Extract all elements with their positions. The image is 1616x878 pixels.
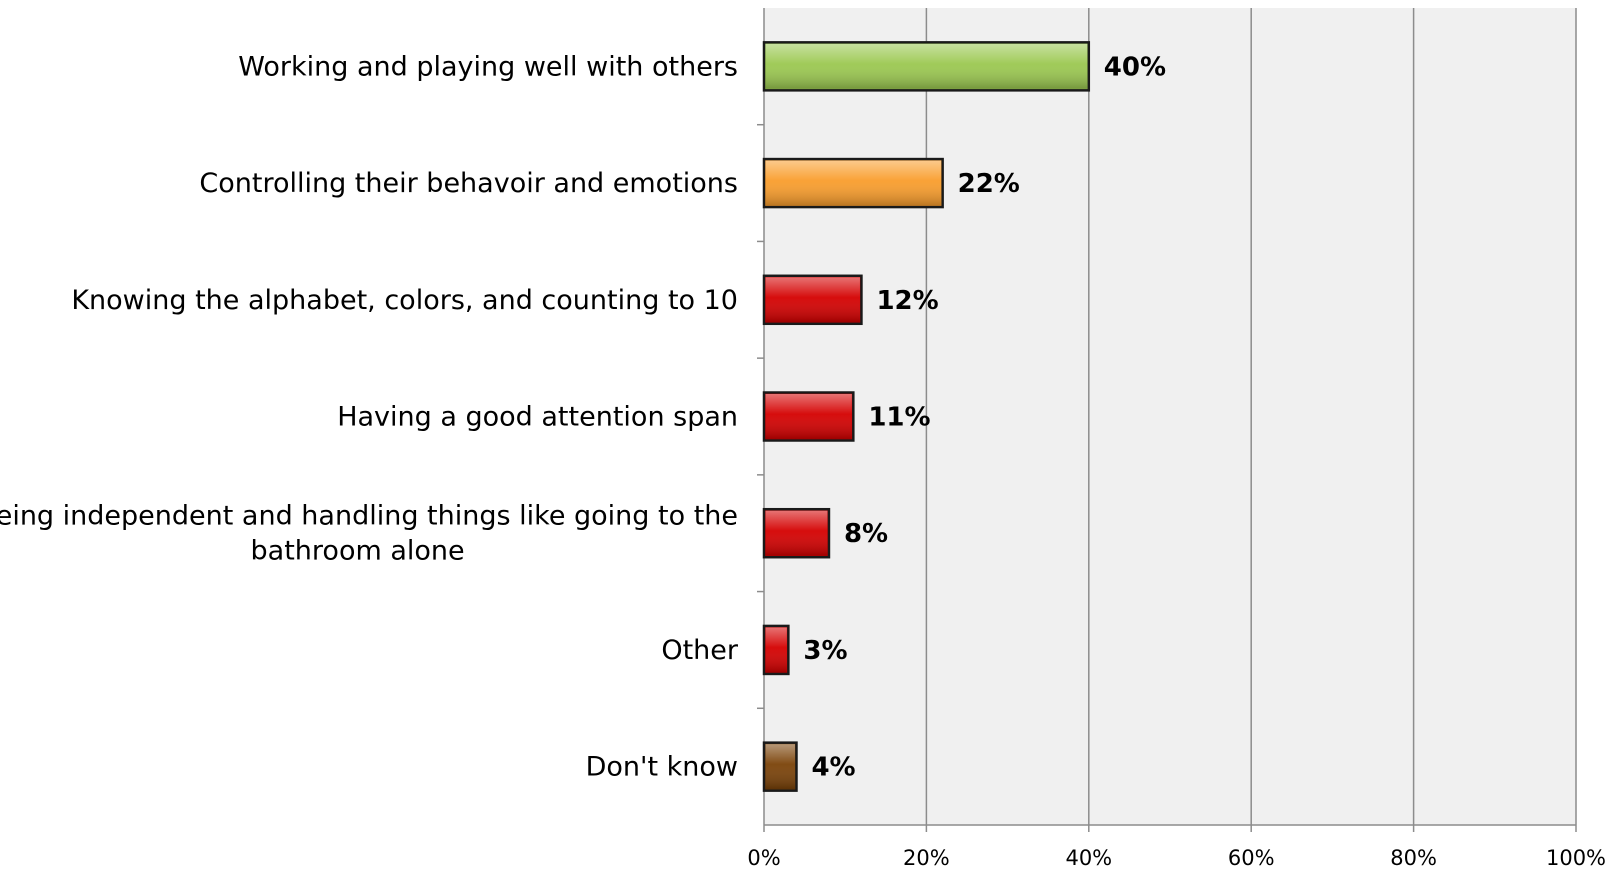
x-tick-label: 0% bbox=[747, 846, 780, 870]
category-label: Knowing the alphabet, colors, and counti… bbox=[71, 285, 738, 316]
category-label: Controlling their behavoir and emotions bbox=[199, 168, 738, 199]
category-label: Don't know bbox=[586, 752, 738, 783]
value-label: 22% bbox=[958, 169, 1020, 199]
x-tick-label: 20% bbox=[903, 846, 950, 870]
bar-sheen bbox=[765, 394, 852, 439]
value-label: 4% bbox=[811, 753, 855, 783]
value-label: 11% bbox=[868, 403, 930, 433]
x-tick-label: 80% bbox=[1390, 846, 1437, 870]
bar-sheen bbox=[765, 277, 860, 323]
bar-sheen bbox=[765, 43, 1088, 89]
x-tick-label: 100% bbox=[1546, 846, 1606, 870]
value-label: 12% bbox=[876, 286, 938, 316]
value-label: 8% bbox=[844, 519, 888, 549]
category-label: Working and playing well with others bbox=[238, 51, 738, 82]
value-label: 3% bbox=[803, 636, 847, 666]
bar-sheen bbox=[765, 160, 942, 206]
plot-area bbox=[764, 8, 1576, 825]
value-label: 40% bbox=[1104, 52, 1166, 82]
labels: 0% 20% 40% 60% 80% 100% 40% Working and playing… bbox=[0, 51, 1606, 870]
x-tick-label: 40% bbox=[1065, 846, 1112, 870]
gridlines bbox=[925, 8, 1577, 825]
category-label: Having a good attention span bbox=[337, 402, 738, 433]
category-label: Other bbox=[661, 635, 739, 666]
bar-sheen bbox=[765, 627, 787, 673]
bar-sheen bbox=[765, 744, 795, 790]
category-label: Being independent and handling things li… bbox=[0, 501, 738, 567]
bar-sheen bbox=[765, 510, 828, 556]
x-tick-label: 60% bbox=[1228, 846, 1275, 870]
bars bbox=[762, 41, 1091, 792]
